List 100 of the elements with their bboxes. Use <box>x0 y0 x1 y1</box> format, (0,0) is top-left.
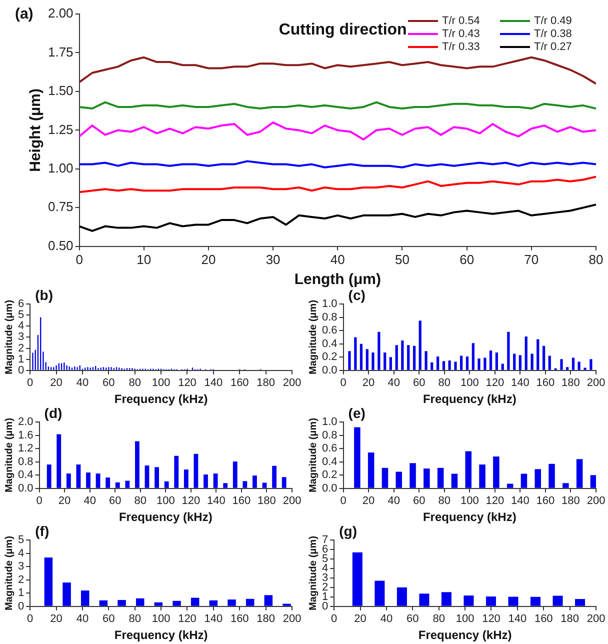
bar <box>410 463 416 488</box>
y-tick-label: 1 <box>322 590 328 603</box>
y-tick-label: 1 <box>18 353 24 366</box>
bar <box>578 362 580 370</box>
x-tick-label: 40 <box>388 377 400 390</box>
y-tick-label: 5 <box>18 534 24 546</box>
x-tick-label: 160 <box>534 613 553 626</box>
text: (a) <box>14 6 34 23</box>
bar <box>430 362 434 370</box>
x-tick-label: 10 <box>136 252 152 267</box>
bar <box>530 596 541 606</box>
y-tick-label: 0 <box>322 600 328 612</box>
y-tick-label: 4 <box>322 562 328 574</box>
y-tick-label: 3 <box>18 560 24 573</box>
x-tick-label: 0 <box>340 495 346 508</box>
x-axis-title: Frequency (kHz) <box>422 510 516 524</box>
bar <box>213 473 218 488</box>
bar <box>424 351 428 370</box>
bar <box>366 349 368 370</box>
bar <box>548 464 555 488</box>
x-tick-label: 160 <box>536 377 555 390</box>
y-tick-label: 0.6 <box>322 442 338 455</box>
x-tick-label: 80 <box>438 377 450 390</box>
bar <box>154 467 160 488</box>
x-tick-label: 80 <box>134 495 146 508</box>
x-tick-label: 140 <box>511 377 530 390</box>
x-tick-label: 60 <box>406 613 419 626</box>
bar <box>518 355 522 370</box>
y-tick-label: 1.00 <box>48 160 74 176</box>
bar <box>401 340 404 370</box>
bar <box>534 469 542 488</box>
y-tick-label: 2 <box>18 342 24 354</box>
bar <box>466 356 469 370</box>
x-tick-label: 60 <box>102 377 115 390</box>
x-tick-label: 0 <box>36 495 42 508</box>
bar <box>252 475 257 488</box>
x-tick-label: 40 <box>76 613 89 626</box>
bar <box>136 598 144 606</box>
bar <box>172 600 181 606</box>
bar <box>472 343 474 370</box>
bar <box>96 473 100 488</box>
y-tick-label: 4 <box>18 547 24 560</box>
bar <box>495 352 498 370</box>
bar <box>125 480 130 488</box>
x-axis-title: Frequency (kHz) <box>114 392 208 406</box>
x-tick-label: 120 <box>182 495 200 508</box>
bar <box>530 354 534 370</box>
bar <box>486 596 496 606</box>
y-tick-label: 0.4 <box>322 338 338 350</box>
legend-label: T/r 0.43 <box>442 28 480 40</box>
bar <box>478 358 480 370</box>
bar <box>80 590 90 606</box>
x-tick-label: 140 <box>207 495 226 508</box>
y-tick-label: 0.8 <box>18 456 34 468</box>
bar <box>190 598 200 606</box>
x-tick-label: 120 <box>482 613 500 626</box>
bar <box>194 454 198 488</box>
y-tick-label: 0 <box>18 364 24 376</box>
x-tick-label: 140 <box>204 377 223 390</box>
bar <box>374 580 385 606</box>
y-axis-title: Magnitude (μm) <box>308 418 319 492</box>
x-tick-label: 40 <box>76 377 89 390</box>
x-tick-label: 20 <box>354 613 366 626</box>
x-tick-label: 120 <box>486 377 504 390</box>
bar <box>352 552 362 606</box>
x-tick-label: 20 <box>50 377 62 390</box>
x-tick-label: 160 <box>232 495 251 508</box>
y-tick-label: 4 <box>18 320 24 332</box>
bar <box>412 346 416 370</box>
y-tick-label: 1 <box>18 587 24 600</box>
x-tick-label: 140 <box>204 613 223 626</box>
bar <box>144 465 150 488</box>
bar <box>407 345 410 370</box>
bar <box>441 592 452 606</box>
bar <box>106 477 110 488</box>
bar <box>424 468 430 488</box>
bar <box>489 350 492 370</box>
bar <box>437 468 444 488</box>
y-tick-label: 2 <box>322 581 328 594</box>
x-tick-label: 200 <box>586 495 606 508</box>
bar <box>419 594 430 606</box>
bar <box>396 587 407 606</box>
y-axis-title: Magnitude (μm) <box>4 536 15 610</box>
bar <box>460 356 463 370</box>
y-tick-label: 0 <box>18 600 24 612</box>
bar <box>454 362 457 370</box>
bar <box>44 558 53 606</box>
bar <box>382 468 388 488</box>
bar <box>66 473 71 488</box>
bar <box>384 352 386 370</box>
bar <box>118 600 126 606</box>
y-tick-label: 0.2 <box>322 469 338 482</box>
y-axis-title: Magnitude (μm) <box>308 300 319 374</box>
x-axis-title: Length (μm) <box>294 271 381 288</box>
x-axis-title: Frequency (kHz) <box>418 628 512 642</box>
y-tick-label: 3 <box>322 572 328 584</box>
bar <box>493 456 500 488</box>
y-tick-label: 2.0 <box>18 416 34 428</box>
bar <box>56 434 62 488</box>
bar <box>348 351 351 370</box>
